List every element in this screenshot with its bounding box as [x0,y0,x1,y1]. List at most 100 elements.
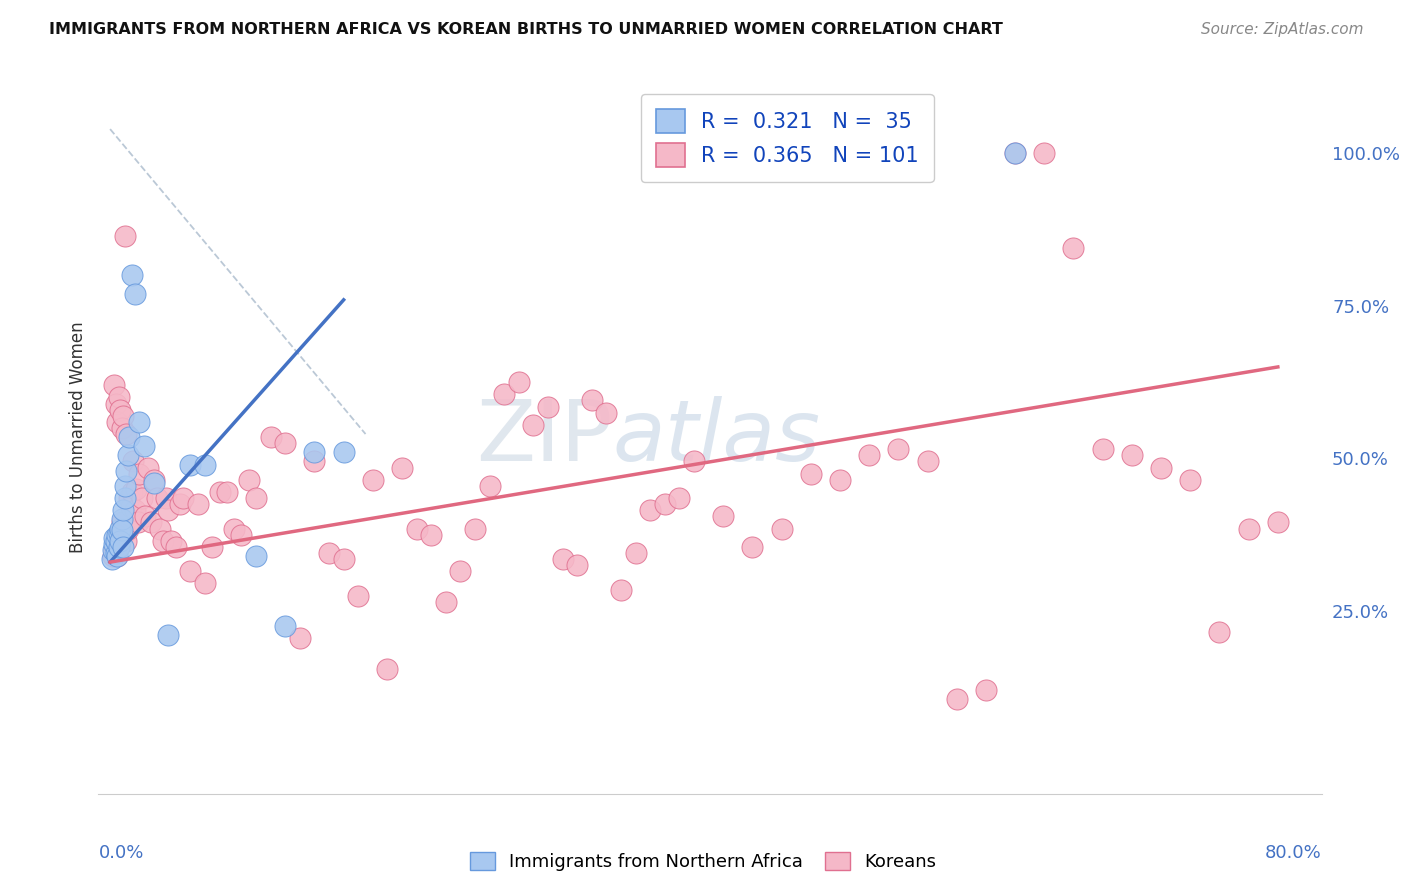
Point [104,540,127,554]
Legend: R =  0.321   N =  35, R =  0.365   N = 101: R = 0.321 N = 35, R = 0.365 N = 101 [641,95,934,182]
Point [104,546,127,560]
Point [179,458,201,472]
Y-axis label: Births to Unmarried Women: Births to Unmarried Women [69,321,87,553]
Point [105,415,128,429]
Point [332,445,354,459]
Point [103,378,125,392]
Point [125,482,148,496]
Point [114,228,136,243]
Point [1004,146,1026,161]
Point [105,527,128,541]
Point [449,564,471,578]
Point [112,540,135,554]
Point [117,522,139,536]
Point [100,552,122,566]
Point [194,458,217,472]
Point [121,485,143,500]
Point [800,467,823,481]
Point [1033,146,1056,161]
Point [464,522,486,536]
Point [101,549,124,563]
Point [149,522,172,536]
Point [134,509,156,524]
Point [127,516,149,530]
Point [111,421,134,435]
Point [668,491,690,505]
Point [114,479,136,493]
Point [1180,473,1202,487]
Point [101,542,124,557]
Point [169,497,191,511]
Point [522,417,544,432]
Point [508,375,530,389]
Point [121,268,143,283]
Point [1150,460,1173,475]
Point [108,525,131,540]
Point [110,533,132,548]
Point [304,454,326,468]
Point [179,564,201,578]
Point [114,524,136,539]
Point [115,427,138,442]
Point [1004,146,1026,161]
Point [624,546,647,560]
Point [187,497,209,511]
Point [478,479,501,493]
Text: Source: ZipAtlas.com: Source: ZipAtlas.com [1201,22,1364,37]
Point [434,595,457,609]
Point [115,533,138,548]
Point [122,454,145,468]
Text: IMMIGRANTS FROM NORTHERN AFRICA VS KOREAN BIRTHS TO UNMARRIED WOMEN CORRELATION : IMMIGRANTS FROM NORTHERN AFRICA VS KOREA… [49,22,1002,37]
Point [157,628,180,642]
Point [420,527,443,541]
Point [377,662,399,676]
Point [105,549,128,563]
Point [945,692,967,706]
Point [215,485,238,500]
Point [110,522,132,536]
Point [136,460,159,475]
Point [146,491,169,505]
Point [654,497,676,511]
Point [142,475,165,490]
Point [741,540,763,554]
Point [581,393,603,408]
Text: 80.0%: 80.0% [1265,844,1322,862]
Point [111,516,134,530]
Point [142,473,165,487]
Text: ZIP: ZIP [475,395,612,479]
Point [112,503,135,517]
Point [105,549,128,563]
Point [172,491,194,505]
Point [318,546,340,560]
Point [157,503,180,517]
Point [120,500,142,515]
Point [114,491,136,505]
Point [828,146,851,161]
Point [567,558,589,573]
Point [858,449,880,463]
Point [117,449,139,463]
Point [103,537,125,551]
Point [260,430,283,444]
Point [208,485,231,500]
Point [711,509,734,524]
Point [1237,522,1260,536]
Point [201,540,224,554]
Point [887,442,910,457]
Point [111,524,134,538]
Point [274,436,297,450]
Point [332,552,354,566]
Text: 0.0%: 0.0% [98,844,143,862]
Point [118,491,141,505]
Point [828,473,851,487]
Point [1267,516,1289,530]
Point [152,533,174,548]
Text: atlas: atlas [612,395,820,479]
Point [108,540,131,554]
Point [111,512,134,526]
Point [917,454,939,468]
Point [537,400,560,414]
Point [245,549,267,563]
Point [165,540,187,554]
